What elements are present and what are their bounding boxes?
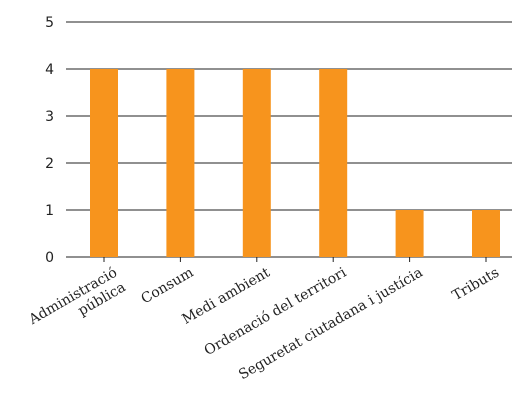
y-tick-label: 0 bbox=[45, 250, 54, 266]
bar bbox=[166, 69, 195, 257]
x-tick-label-line: Ordenació del territori bbox=[202, 264, 350, 359]
bar bbox=[472, 210, 500, 257]
x-tick-label-line: Consum bbox=[138, 265, 196, 308]
bar bbox=[319, 69, 348, 257]
bars bbox=[90, 69, 500, 257]
bar bbox=[395, 210, 424, 257]
x-tick-label: Consum bbox=[138, 265, 196, 308]
y-tick-label: 5 bbox=[45, 15, 54, 31]
x-tick-label: Ordenació del territori bbox=[202, 264, 350, 359]
y-tick-label: 4 bbox=[45, 62, 54, 78]
bar bbox=[90, 69, 118, 257]
y-tick-label: 1 bbox=[45, 203, 54, 219]
y-tick-label: 3 bbox=[45, 109, 54, 125]
gridlines bbox=[66, 21, 512, 258]
y-tick-label: 2 bbox=[45, 156, 54, 172]
y-axis-ticks: 0 1 2 3 4 5 bbox=[45, 15, 54, 266]
x-tick-label-line: Tributs bbox=[450, 265, 502, 305]
x-tick-label: Administraciópública bbox=[25, 265, 128, 344]
x-tick-label: Tributs bbox=[450, 265, 502, 305]
bar bbox=[242, 69, 271, 257]
